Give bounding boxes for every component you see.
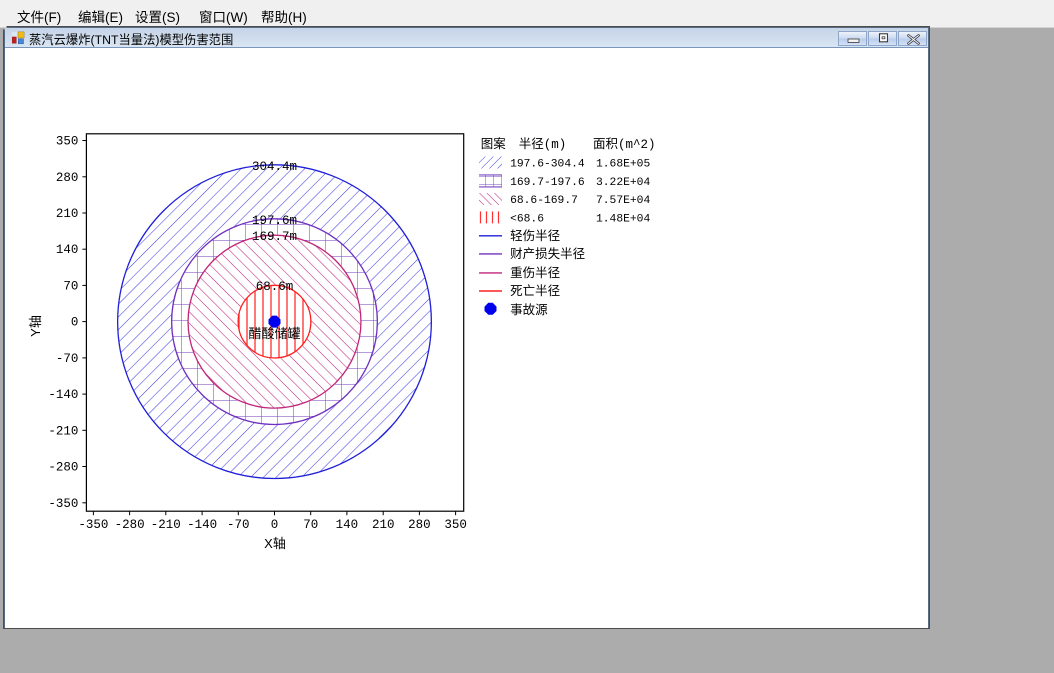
svg-text:财产损失半径: 财产损失半径 (510, 246, 585, 261)
svg-text:197.6-304.4: 197.6-304.4 (510, 159, 585, 171)
svg-text:350: 350 (444, 518, 467, 532)
svg-text:-140: -140 (48, 388, 78, 402)
svg-text:X轴: X轴 (264, 536, 286, 551)
svg-text:事故源: 事故源 (510, 302, 548, 317)
svg-text:-70: -70 (56, 352, 79, 366)
svg-text:280: 280 (408, 518, 431, 532)
svg-text:-280: -280 (48, 461, 78, 475)
svg-text:轻伤半径: 轻伤半径 (510, 229, 560, 243)
svg-text:197.6m: 197.6m (252, 214, 297, 228)
svg-text:210: 210 (56, 207, 79, 221)
svg-text:面积(m^2): 面积(m^2) (593, 137, 656, 152)
svg-text:210: 210 (372, 518, 395, 532)
svg-text:<68.6: <68.6 (510, 213, 544, 225)
svg-text:7.57E+04: 7.57E+04 (596, 195, 650, 207)
svg-text:140: 140 (336, 518, 359, 532)
svg-text:-70: -70 (227, 518, 250, 532)
svg-text:3.22E+04: 3.22E+04 (596, 177, 650, 189)
svg-text:-280: -280 (115, 518, 145, 532)
svg-text:140: 140 (56, 243, 79, 257)
svg-text:死亡半径: 死亡半径 (510, 284, 560, 298)
svg-text:68.6m: 68.6m (256, 280, 294, 294)
svg-text:1.68E+05: 1.68E+05 (596, 159, 650, 171)
svg-text:-350: -350 (78, 518, 108, 532)
svg-text:280: 280 (56, 171, 79, 185)
svg-text:-140: -140 (187, 518, 217, 532)
svg-text:-210: -210 (151, 518, 181, 532)
svg-text:350: 350 (56, 135, 79, 149)
svg-text:0: 0 (71, 316, 79, 330)
svg-text:0: 0 (271, 518, 279, 532)
svg-text:169.7m: 169.7m (252, 230, 297, 244)
svg-text:70: 70 (63, 279, 78, 293)
svg-text:重伤半径: 重伤半径 (510, 265, 560, 280)
svg-text:1.48E+04: 1.48E+04 (596, 213, 650, 225)
svg-text:304.4m: 304.4m (252, 160, 297, 174)
svg-text:醋酸储罐: 醋酸储罐 (248, 326, 300, 341)
svg-text:70: 70 (303, 518, 318, 532)
svg-text:图案: 图案 (481, 136, 507, 151)
svg-text:-350: -350 (48, 497, 78, 511)
svg-text:半径(m): 半径(m) (519, 137, 567, 152)
svg-text:169.7-197.6: 169.7-197.6 (510, 177, 585, 189)
svg-text:Y轴: Y轴 (28, 315, 43, 337)
svg-text:-210: -210 (48, 424, 78, 438)
svg-text:68.6-169.7: 68.6-169.7 (510, 195, 578, 207)
